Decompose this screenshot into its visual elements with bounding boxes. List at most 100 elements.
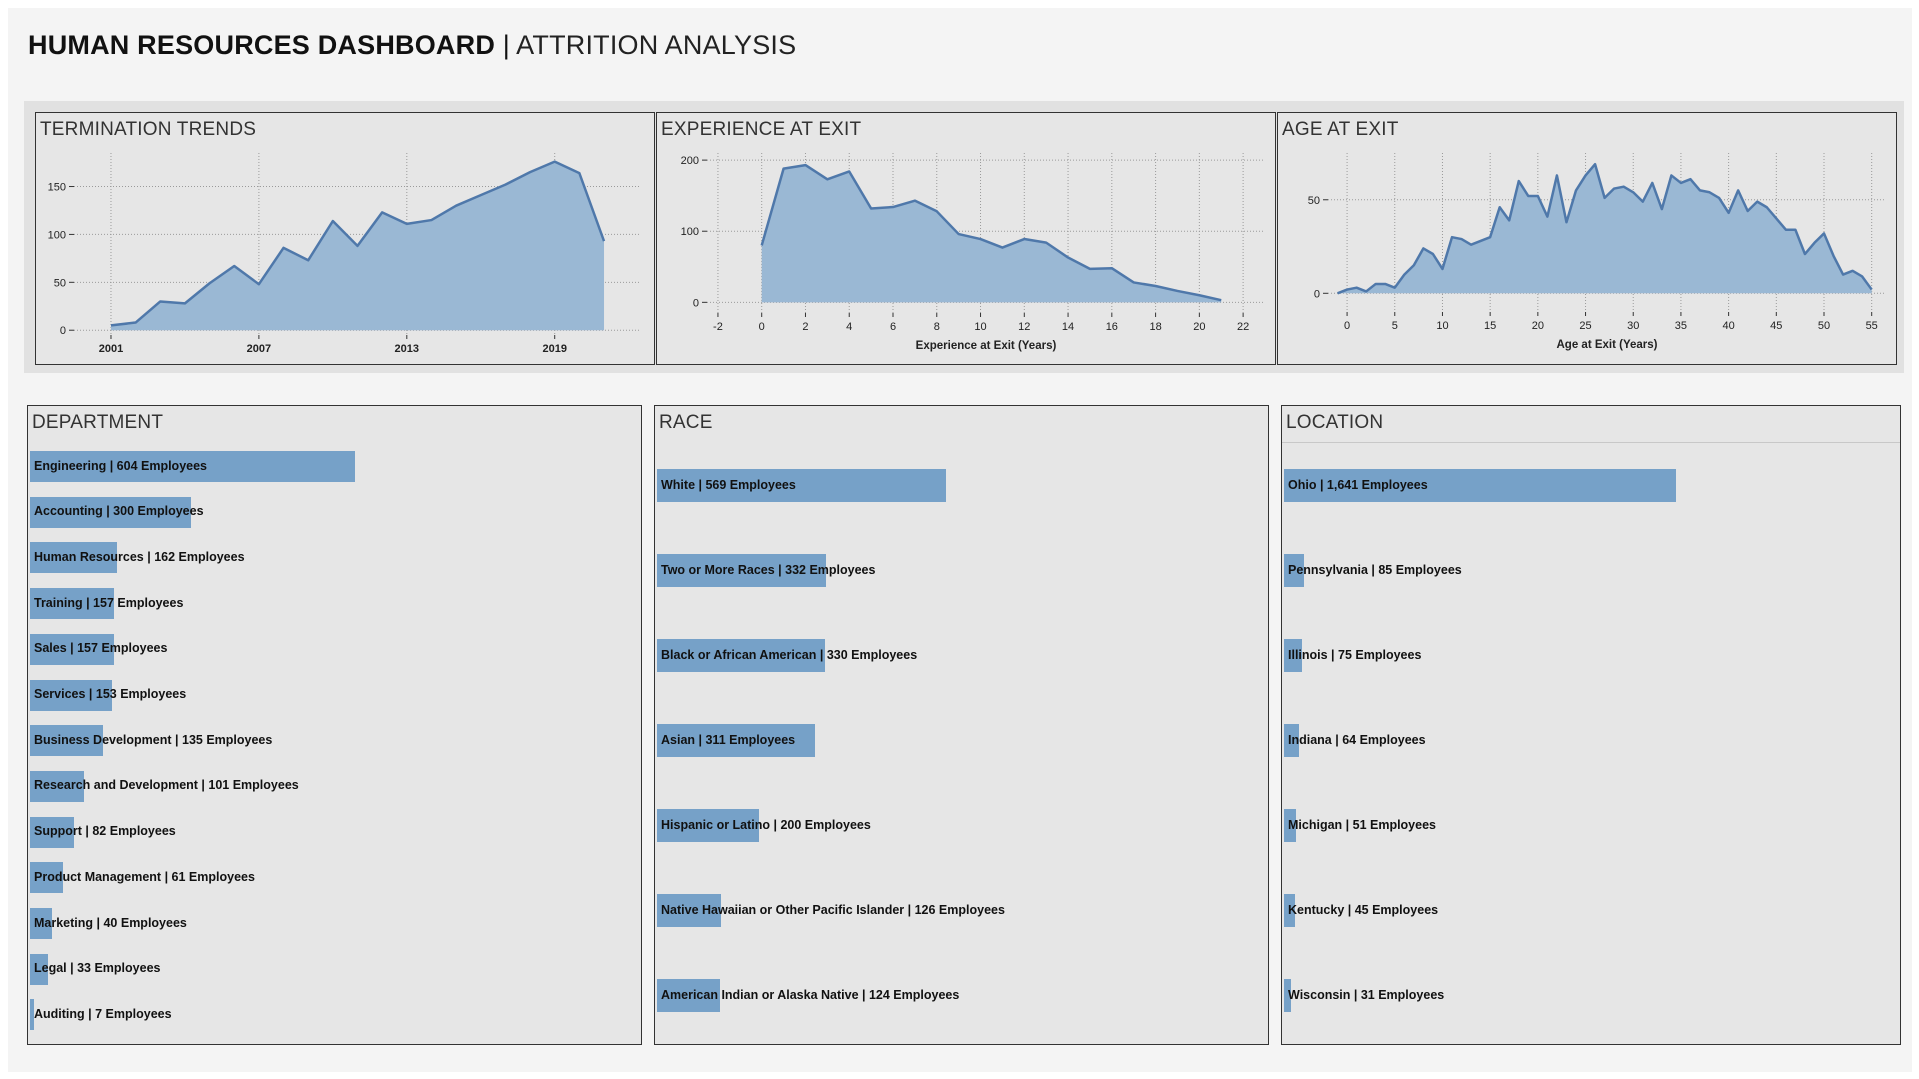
dashboard-title-main: HUMAN RESOURCES DASHBOARD bbox=[28, 30, 496, 60]
title-separator: | bbox=[502, 30, 510, 60]
location-title: LOCATION bbox=[1286, 412, 1384, 433]
race-title: RACE bbox=[659, 412, 713, 433]
bar-label: Human Resources | 162 Employees bbox=[34, 549, 245, 564]
bar[interactable] bbox=[657, 724, 815, 757]
bar[interactable] bbox=[1284, 979, 1292, 1012]
y-tick-label: 200 bbox=[681, 155, 699, 167]
x-tick-label: 30 bbox=[1627, 320, 1639, 332]
bar[interactable] bbox=[30, 679, 113, 711]
bar-label: Michigan | 51 Employees bbox=[1288, 817, 1436, 832]
race-panel: RACE White | 569 Employees Two or More Ra… bbox=[654, 405, 1269, 1045]
bar[interactable] bbox=[30, 588, 115, 620]
bar-label: Wisconsin | 31 Employees bbox=[1288, 987, 1445, 1002]
x-tick-label: 35 bbox=[1675, 320, 1687, 332]
x-tick-label: 15 bbox=[1484, 320, 1496, 332]
area-fill bbox=[1337, 164, 1872, 294]
bar[interactable] bbox=[657, 469, 946, 502]
x-axis-label: Experience at Exit (Years) bbox=[916, 340, 1057, 352]
x-tick-label: 16 bbox=[1106, 321, 1118, 333]
bar-label: Auditing | 7 Employees bbox=[34, 1006, 172, 1021]
bar-label: Indiana | 64 Employees bbox=[1288, 732, 1426, 747]
bar-label: Hispanic or Latino | 200 Employees bbox=[661, 817, 871, 832]
bar[interactable] bbox=[30, 725, 103, 757]
department-panel: DEPARTMENT Engineering | 604 Employees Ac… bbox=[27, 405, 642, 1045]
experience-at-exit-title: EXPERIENCE AT EXIT bbox=[661, 119, 862, 140]
x-tick-label: 10 bbox=[1436, 320, 1448, 332]
x-tick-label: 50 bbox=[1818, 320, 1830, 332]
bar-label: Ohio | 1,641 Employees bbox=[1288, 477, 1428, 492]
x-tick-label: 18 bbox=[1149, 321, 1161, 333]
x-tick-label: 4 bbox=[846, 321, 852, 333]
bar[interactable] bbox=[657, 894, 721, 927]
bar[interactable] bbox=[30, 451, 355, 482]
x-axis-label: Age at Exit (Years) bbox=[1557, 339, 1658, 351]
bar-label: Research and Development | 101 Employees bbox=[34, 778, 299, 793]
x-tick-label: 2013 bbox=[395, 343, 419, 355]
bar-label: Services | 153 Employees bbox=[34, 687, 187, 701]
bar-label: Support | 82 Employees bbox=[34, 824, 176, 839]
area-line bbox=[760, 163, 1222, 302]
termination-trends-panel: TERMINATION TRENDS 0 50 100 150 2001 2007 2013… bbox=[35, 112, 655, 365]
bar[interactable] bbox=[1284, 894, 1295, 927]
area-line bbox=[110, 160, 606, 327]
bar[interactable] bbox=[1284, 809, 1297, 842]
bar-label: Marketing | 40 Employees bbox=[34, 915, 187, 930]
x-tick-label: 2001 bbox=[99, 343, 123, 355]
dashboard-page: HUMAN RESOURCES DASHBOARD | ATTRITION AN… bbox=[8, 8, 1912, 1072]
x-tick-label: 20 bbox=[1193, 321, 1205, 333]
experience-at-exit-panel: EXPERIENCE AT EXIT 0 100 200 -2 0 2 4 6 8 10 12 14 1… bbox=[656, 112, 1276, 365]
bar-label: Kentucky | 45 Employees bbox=[1288, 902, 1439, 917]
bar[interactable] bbox=[657, 979, 720, 1012]
x-tick-label: 10 bbox=[974, 321, 986, 333]
bar[interactable] bbox=[657, 809, 759, 842]
x-tick-label: 12 bbox=[1018, 321, 1030, 333]
x-tick-label: 6 bbox=[890, 321, 896, 333]
y-tick-label: 0 bbox=[60, 325, 66, 337]
experience-at-exit-chart[interactable]: 0 100 200 -2 0 2 4 6 8 10 12 14 16 18 20 22 Experience a… bbox=[657, 113, 1275, 364]
y-tick-label: 150 bbox=[48, 182, 66, 194]
bar-label: Two or More Races | 332 Employees bbox=[661, 562, 876, 577]
bar[interactable] bbox=[30, 862, 63, 894]
age-at-exit-chart[interactable]: 0 50 0 5 10 15 20 25 30 35 40 45 50 55 Age at Exit (Ye… bbox=[1278, 113, 1896, 364]
bar-label: Business Development | 135 Employees bbox=[34, 732, 273, 747]
dashboard-title: HUMAN RESOURCES DASHBOARD | ATTRITION AN… bbox=[28, 30, 796, 61]
location-header-divider bbox=[1282, 442, 1900, 443]
x-tick-label: 2 bbox=[802, 321, 808, 333]
bar[interactable] bbox=[1284, 639, 1302, 672]
x-tick-label: -2 bbox=[713, 321, 723, 333]
x-tick-label: 2007 bbox=[247, 343, 271, 355]
x-tick-label: 14 bbox=[1062, 321, 1074, 333]
bar[interactable] bbox=[30, 633, 115, 665]
bar[interactable] bbox=[1284, 724, 1300, 757]
bar-label: Illinois | 75 Employees bbox=[1288, 647, 1422, 662]
x-tick-label: 0 bbox=[759, 321, 765, 333]
bar[interactable] bbox=[30, 770, 85, 802]
bar[interactable] bbox=[1284, 554, 1305, 587]
termination-trends-title: TERMINATION TRENDS bbox=[40, 119, 257, 140]
y-tick-label: 0 bbox=[693, 297, 699, 309]
bar[interactable] bbox=[30, 542, 118, 574]
bar-label: American Indian or Alaska Native | 124 E… bbox=[661, 987, 960, 1002]
termination-trends-chart[interactable]: 0 50 100 150 2001 2007 2013 2019 bbox=[36, 113, 654, 364]
bar-label: Sales | 157 Employees bbox=[34, 641, 168, 656]
bar[interactable] bbox=[30, 908, 52, 939]
bar[interactable] bbox=[30, 953, 48, 985]
y-tick-label: 50 bbox=[54, 277, 66, 289]
x-tick-label: 22 bbox=[1237, 321, 1249, 333]
bar-label: Pennsylvania | 85 Employees bbox=[1288, 562, 1462, 577]
bar-label: White | 569 Employees bbox=[661, 477, 796, 492]
bar-label: Black or African American | 330 Employee… bbox=[661, 647, 918, 662]
bar[interactable] bbox=[657, 639, 825, 672]
location-panel: LOCATION Ohio | 1,641 Employees Pennsylva… bbox=[1281, 405, 1901, 1045]
bar-label: Engineering | 604 Employees bbox=[34, 458, 208, 473]
age-at-exit-panel: AGE AT EXIT 0 50 0 5 10 15 20 25 30 35 40 45 50 55 Age… bbox=[1277, 112, 1897, 365]
bar[interactable] bbox=[30, 496, 192, 528]
bar[interactable] bbox=[657, 554, 826, 587]
bar-label: Product Management | 61 Employees bbox=[34, 869, 255, 884]
bar[interactable] bbox=[30, 999, 34, 1031]
x-tick-label: 0 bbox=[1344, 320, 1350, 332]
bar-label: Training | 157 Employees bbox=[34, 595, 184, 610]
bar[interactable] bbox=[30, 816, 75, 848]
dashboard-subtitle: ATTRITION ANALYSIS bbox=[516, 30, 797, 60]
bar[interactable] bbox=[1284, 469, 1676, 502]
